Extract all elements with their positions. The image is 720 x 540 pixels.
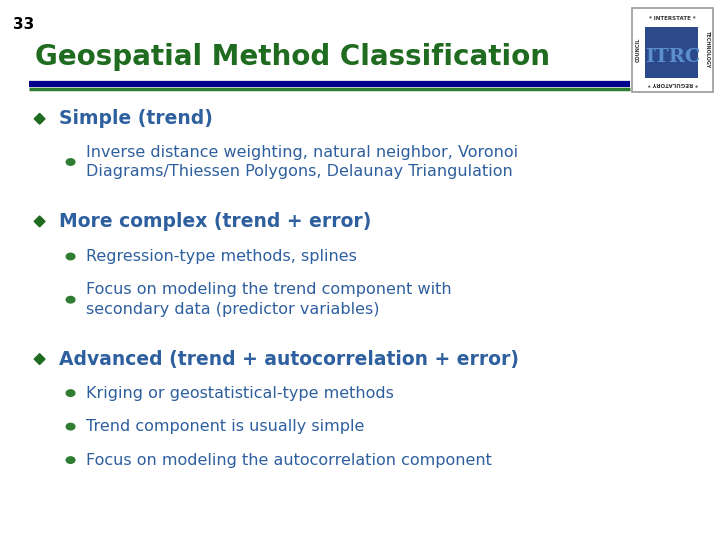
Bar <box>632 8 713 92</box>
Polygon shape <box>35 354 45 364</box>
Text: Simple (trend): Simple (trend) <box>59 109 213 129</box>
Circle shape <box>66 457 75 463</box>
Text: Focus on modeling the autocorrelation component: Focus on modeling the autocorrelation co… <box>86 453 492 468</box>
Text: * INTERSTATE *: * INTERSTATE * <box>649 16 696 21</box>
Text: Geospatial Method Classification: Geospatial Method Classification <box>35 43 549 71</box>
Polygon shape <box>35 216 45 227</box>
Text: * REGULATORY *: * REGULATORY * <box>647 81 698 86</box>
Text: ITRC: ITRC <box>644 48 701 66</box>
Circle shape <box>66 390 75 396</box>
Bar <box>645 27 698 78</box>
Polygon shape <box>35 113 45 124</box>
Circle shape <box>66 159 75 165</box>
Text: Inverse distance weighting, natural neighbor, Voronoi
Diagrams/Thiessen Polygons: Inverse distance weighting, natural neig… <box>86 145 518 179</box>
Text: More complex (trend + error): More complex (trend + error) <box>59 212 372 231</box>
Circle shape <box>66 253 75 260</box>
Text: Focus on modeling the trend component with
secondary data (predictor variables): Focus on modeling the trend component wi… <box>86 282 452 317</box>
Text: Regression-type methods, splines: Regression-type methods, splines <box>86 249 357 264</box>
Text: 33: 33 <box>13 17 35 32</box>
Text: Trend component is usually simple: Trend component is usually simple <box>86 419 365 434</box>
Text: TECHNOLOGY: TECHNOLOGY <box>705 31 710 69</box>
Circle shape <box>66 296 75 303</box>
Text: Kriging or geostatistical-type methods: Kriging or geostatistical-type methods <box>86 386 395 401</box>
Text: Advanced (trend + autocorrelation + error): Advanced (trend + autocorrelation + erro… <box>59 349 519 369</box>
Circle shape <box>66 423 75 430</box>
Text: COUNCIL: COUNCIL <box>635 38 640 62</box>
